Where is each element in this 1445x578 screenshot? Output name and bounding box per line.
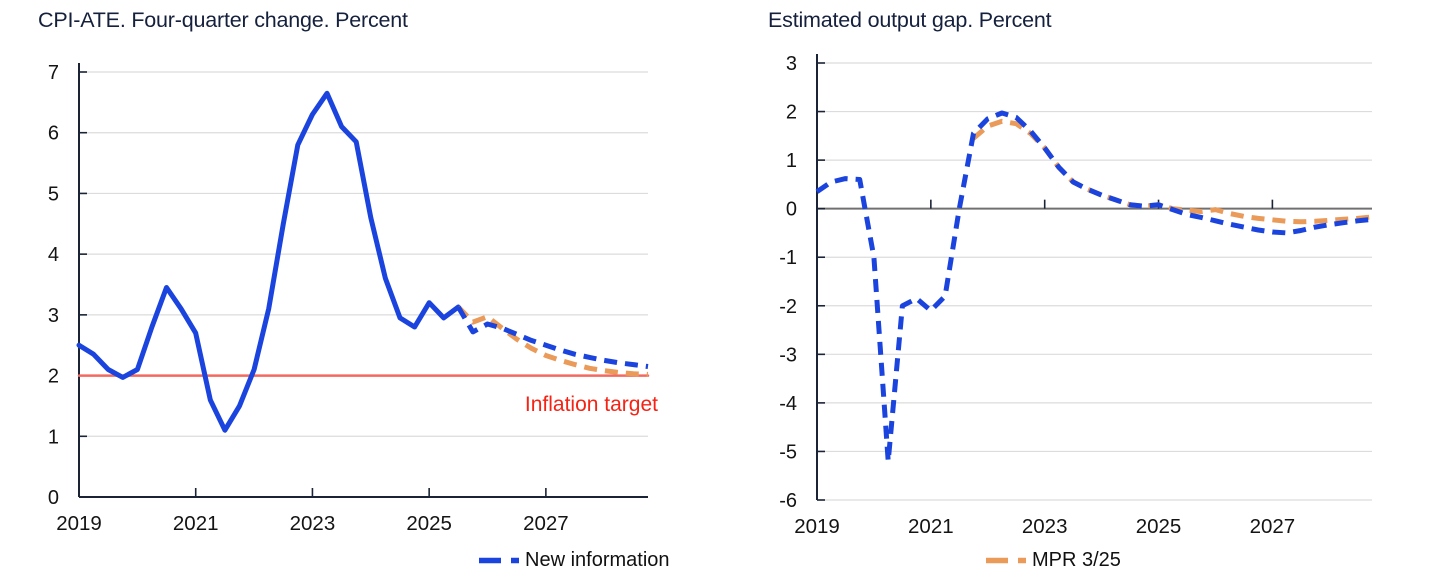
x-tick-label: 2027 [523, 512, 569, 535]
y-tick-label: 4 [48, 244, 59, 266]
x-tick-label: 2027 [1250, 515, 1296, 538]
y-tick-label: 0 [48, 487, 59, 509]
series-new-information [456, 305, 649, 369]
legend-label-new-information: New information [525, 549, 670, 571]
y-tick-label: -6 [779, 490, 797, 512]
series-cpi-ate-history [76, 90, 461, 433]
x-tick-label: 2019 [794, 515, 840, 538]
y-tick-label: 2 [48, 366, 59, 388]
chart-title-output-gap: Estimated output gap. Percent [768, 8, 1052, 32]
legend-item-new-information: New information [478, 549, 670, 572]
series-new-information [815, 110, 1373, 464]
chart-title-cpi-ate: CPI-ATE. Four-quarter change. Percent [38, 8, 408, 32]
legend-item-mpr-3-25: MPR 3/25 [985, 549, 1121, 572]
y-tick-label: -3 [779, 344, 797, 366]
y-tick-label: 3 [786, 53, 797, 75]
y-tick-label: 2 [786, 102, 797, 124]
y-tick-label: 3 [48, 305, 59, 327]
cpi-ate-plot: 0 1 2 3 4 5 6 7 2019 2021 2023 2025 2027 Inflation ta… [48, 62, 658, 535]
series-mpr-3-25 [456, 305, 649, 377]
y-tick-label: -1 [779, 247, 797, 269]
x-tick-label: 2023 [290, 512, 336, 535]
y-tick-label: -5 [779, 441, 797, 463]
new-information-dash-swatch [479, 557, 519, 564]
y-tick-label: 0 [786, 199, 797, 221]
x-tick-label: 2019 [56, 512, 102, 535]
y-tick-label: 6 [48, 123, 59, 145]
y-tick-label: -2 [779, 296, 797, 318]
x-tick-label: 2025 [1136, 515, 1182, 538]
y-tick-label: 1 [48, 426, 59, 448]
inflation-target-label: Inflation target [525, 393, 658, 416]
y-tick-label: 1 [786, 150, 797, 172]
output-gap-plot: -6 -5 -4 -3 -2 -1 0 1 2 3 2019 2021 2023 2025 2027 [779, 53, 1373, 538]
x-tick-label: 2021 [908, 515, 954, 538]
x-tick-label: 2023 [1022, 515, 1068, 538]
x-tick-label: 2025 [406, 512, 452, 535]
x-tick-label: 2021 [173, 512, 219, 535]
y-tick-label: -4 [779, 393, 797, 415]
y-tick-label: 5 [48, 183, 59, 205]
y-tick-label: 7 [48, 62, 59, 84]
mpr-3-25-dash-swatch [986, 557, 1026, 564]
legend-label-mpr-3-25: MPR 3/25 [1032, 549, 1121, 571]
